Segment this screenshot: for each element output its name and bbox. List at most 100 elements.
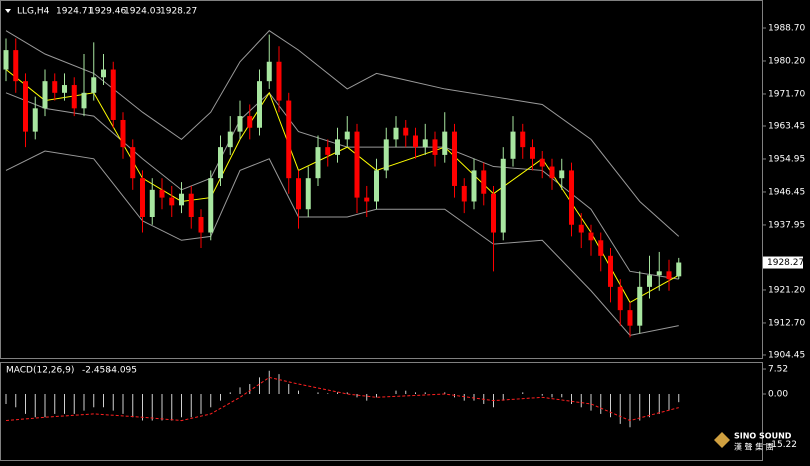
y-tick-label: 1937.95 xyxy=(768,220,805,230)
candle-body xyxy=(81,92,87,109)
candle-body xyxy=(491,193,496,233)
candle-body xyxy=(676,262,682,277)
candle-body xyxy=(520,131,526,148)
candle-body xyxy=(647,275,652,287)
header-high: 1929.46 xyxy=(89,7,126,17)
candle-body xyxy=(422,139,428,148)
candle-body xyxy=(32,108,38,132)
candle-body xyxy=(42,81,48,109)
macd-signal: -4.095 xyxy=(108,366,137,376)
candle-body xyxy=(296,178,301,210)
candle-body xyxy=(530,147,535,159)
candle-body xyxy=(3,50,9,70)
candle-body xyxy=(403,127,409,136)
y-tick-label: 1904.45 xyxy=(768,350,805,360)
candle-body xyxy=(627,310,633,326)
candle-body xyxy=(188,193,194,218)
logo-icon xyxy=(714,432,730,448)
candle-body xyxy=(617,286,623,311)
candle-body xyxy=(383,139,389,171)
candle-body xyxy=(364,197,370,202)
macd-title: MACD(12,26,9) xyxy=(6,366,74,376)
candle-body xyxy=(130,147,136,179)
candle-body xyxy=(452,131,457,186)
header-close: 1928.27 xyxy=(160,7,197,17)
indicator-line xyxy=(5,30,680,237)
candle-body xyxy=(637,286,643,326)
candle-body xyxy=(13,50,19,82)
candle-body xyxy=(559,170,565,179)
candle-body xyxy=(62,85,67,93)
candle-body xyxy=(257,81,262,128)
candle-body xyxy=(442,131,448,155)
logo-sub: 漢 聲 集 團 xyxy=(734,442,774,452)
candle-body xyxy=(500,158,506,233)
candle-body xyxy=(510,131,516,159)
y-tick-label: -15.22 xyxy=(768,440,797,450)
current-price: 1928.27 xyxy=(767,258,804,268)
candle-body xyxy=(198,217,204,233)
candle-body xyxy=(52,81,58,93)
candle-body xyxy=(471,170,477,202)
candle-body xyxy=(344,131,350,140)
candle-body xyxy=(569,170,574,225)
candle-body xyxy=(149,189,155,218)
candle-body xyxy=(354,131,360,198)
header-open: 1924.71 xyxy=(56,7,93,17)
candle-body xyxy=(325,147,331,155)
candle-body xyxy=(120,119,126,148)
y-tick-label: 1912.70 xyxy=(768,318,805,328)
y-tick-label: 1988.70 xyxy=(768,23,805,33)
menu-arrow xyxy=(5,9,11,13)
y-tick-label: 1963.45 xyxy=(768,121,805,131)
candle-body xyxy=(227,131,233,148)
candle-body xyxy=(335,139,340,155)
candle-body xyxy=(110,69,116,120)
candle-body xyxy=(159,189,165,198)
candle-body xyxy=(247,116,253,128)
candle-body xyxy=(23,81,28,132)
logo: SINO SOUND 漢 聲 集 團 xyxy=(714,432,792,452)
y-tick-label: 1980.20 xyxy=(768,56,805,66)
candle-body xyxy=(91,77,97,93)
candle-body xyxy=(549,166,555,179)
candle-body xyxy=(578,224,584,233)
candle-body xyxy=(413,135,418,148)
candle-body xyxy=(656,271,662,276)
y-tick-label: 1954.95 xyxy=(768,154,805,164)
y-tick-label: 1921.20 xyxy=(768,285,805,295)
candle-body xyxy=(140,178,145,218)
candle-body xyxy=(179,193,184,206)
candle-body xyxy=(539,158,545,167)
candle-body xyxy=(101,69,106,78)
candle-body xyxy=(71,85,77,109)
candle-body xyxy=(315,147,321,179)
candle-body xyxy=(169,197,175,206)
y-tick-label: 7.52 xyxy=(768,365,788,375)
macd-main: -2.458 xyxy=(82,366,111,376)
candle-body xyxy=(286,100,292,179)
price-box xyxy=(763,256,803,269)
candle-body xyxy=(276,61,282,101)
logo-name: SINO SOUND xyxy=(734,432,792,441)
indicator-line xyxy=(5,376,679,422)
macd-frame xyxy=(0,362,763,461)
candle-body xyxy=(588,232,594,241)
candle-body xyxy=(374,170,379,202)
candle-body xyxy=(305,178,311,210)
candle-body xyxy=(237,116,243,132)
candle-body xyxy=(666,271,672,280)
candle-body xyxy=(393,127,399,140)
y-tick-label: 1971.70 xyxy=(768,89,805,99)
candle-body xyxy=(608,255,613,287)
candle-body xyxy=(481,170,487,194)
candle-body xyxy=(461,185,467,202)
price-frame xyxy=(0,0,763,359)
candle-body xyxy=(432,139,438,155)
candle-body xyxy=(208,178,214,233)
y-tick-label: 1946.45 xyxy=(768,187,805,197)
symbol: LLG,H4 xyxy=(17,7,50,17)
header-low: 1924.03 xyxy=(124,7,161,17)
